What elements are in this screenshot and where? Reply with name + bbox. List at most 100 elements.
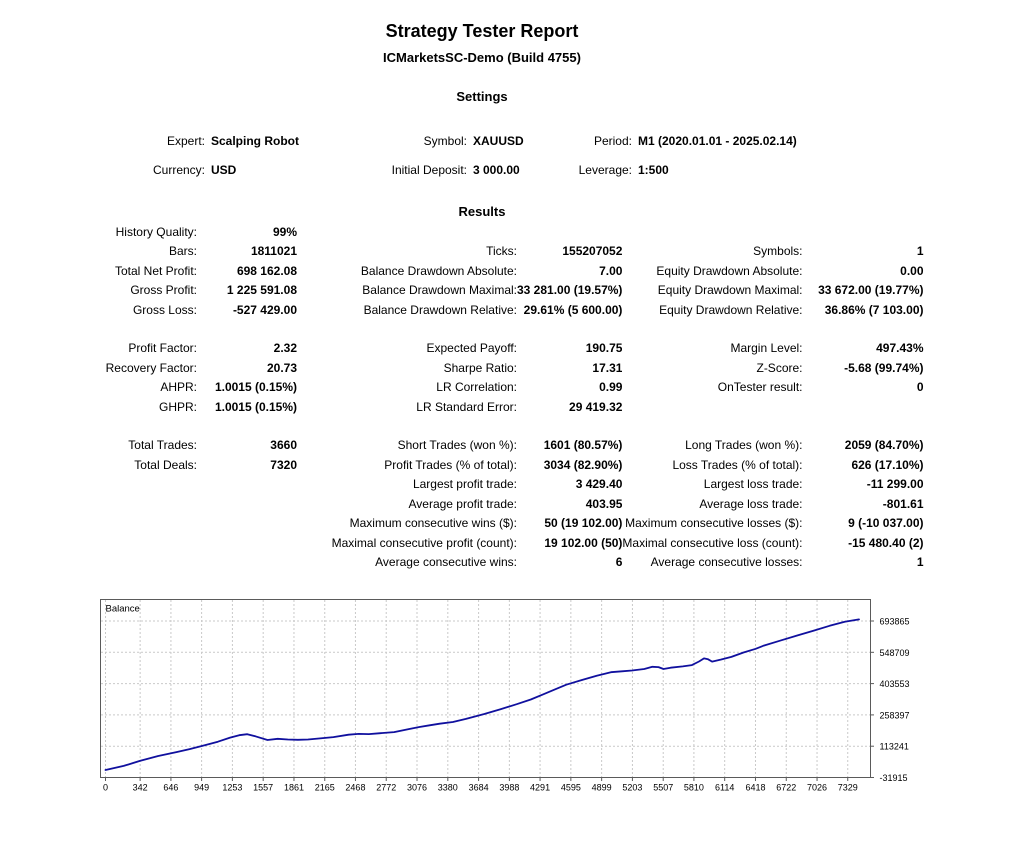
stat-value: 1601 (80.57%) [543, 438, 623, 453]
x-tick-label: 5203 [622, 783, 642, 793]
results-row: Average profit trade: 403.95 Average loss … [100, 494, 923, 514]
stat-value: 3660 [270, 438, 297, 453]
setting-value: 3 000.00 [473, 162, 520, 177]
stat-value: 36.86% (7 103.00) [824, 302, 924, 317]
setting-value: 1:500 [638, 162, 669, 177]
results-row: Gross Loss: -527 429.00 Balance Drawdown R… [100, 300, 924, 320]
stat-value: -11 299.00 [866, 477, 924, 492]
y-tick-label: 693865 [880, 617, 910, 627]
results-row: Total Trades: 3660 Short Trades (won %): 16… [100, 436, 923, 456]
stat-label: Average consecutive losses: [650, 555, 803, 570]
x-tick-label: 0 [103, 783, 108, 793]
x-tick-label: 5507 [653, 783, 673, 793]
stat-label: History Quality: [115, 224, 197, 239]
stat-value [517, 222, 622, 242]
stat-value [197, 533, 297, 553]
stat-value: 497.43% [876, 341, 924, 356]
x-tick-label: 2165 [315, 783, 335, 793]
stat-label: Maximum consecutive losses ($): [625, 516, 803, 531]
stat-value [803, 397, 924, 417]
stat-value: 190.75 [585, 341, 623, 356]
results-row: Profit Factor: 2.32 Expected Payoff: 190.75… [100, 339, 924, 359]
settings-table: Expert: Scalping Robot Symbol: XAUUSD Period… [100, 126, 838, 184]
y-tick-label: 258397 [880, 710, 910, 720]
stat-label: LR Standard Error: [416, 399, 517, 414]
stat-label [100, 553, 197, 573]
stat-label: GHPR: [158, 399, 197, 414]
stat-label: Sharpe Ratio: [443, 360, 517, 375]
results-heading: Results [458, 204, 506, 219]
x-tick-label: 2772 [376, 783, 396, 793]
stat-label [100, 533, 197, 553]
stat-label: Average profit trade: [408, 496, 517, 511]
stat-value [197, 514, 297, 534]
results-row: Total Net Profit: 698 162.08 Balance Drawd… [100, 261, 924, 281]
x-tick-label: 7329 [838, 783, 858, 793]
stat-value [197, 494, 297, 514]
setting-value: XAUUSD [473, 133, 524, 148]
setting-value: M1 (2020.01.01 - 2025.02.14) [638, 133, 797, 148]
results-row: GHPR: 1.0015 (0.15%) LR Standard Error: 29 … [100, 397, 924, 417]
stat-label: Short Trades (won %): [397, 438, 517, 453]
setting-label: Symbol: [423, 133, 467, 148]
stat-label: Equity Drawdown Absolute: [656, 263, 803, 278]
x-tick-label: 646 [163, 783, 178, 793]
stat-value: 0 [916, 380, 924, 395]
x-tick-label: 4595 [561, 783, 581, 793]
y-tick-label: 548709 [880, 648, 910, 658]
stat-value [197, 553, 297, 573]
x-tick-label: 4291 [530, 783, 550, 793]
setting-label: Initial Deposit: [391, 162, 467, 177]
stat-value: 0.00 [900, 263, 924, 278]
stat-value [803, 222, 924, 242]
results-row: History Quality: 99% [100, 222, 924, 242]
x-tick-label: 3076 [407, 783, 427, 793]
stat-value: 29.61% (5 600.00) [523, 302, 623, 317]
setting-label: Expert: [166, 133, 205, 148]
stat-label [297, 222, 517, 242]
stat-label: Margin Level: [730, 341, 803, 356]
stat-value: 50 (19 102.00) [544, 516, 623, 531]
setting-label: Currency: [152, 162, 205, 177]
x-tick-label: 3684 [469, 783, 489, 793]
stat-label: Gross Loss: [132, 302, 197, 317]
stat-value: 3034 (82.90%) [543, 457, 623, 472]
stat-label: Largest loss trade: [703, 477, 803, 492]
stat-value: 1811021 [250, 244, 297, 259]
x-tick-label: 3988 [499, 783, 519, 793]
stat-value: 1 225 591.08 [226, 283, 297, 298]
stat-label: Largest profit trade: [412, 477, 517, 492]
stat-label [100, 514, 197, 534]
stat-label: Symbols: [753, 244, 803, 259]
stat-label: Maximal consecutive profit (count): [331, 535, 517, 550]
stat-label: Balance Drawdown Maximal: [362, 283, 517, 298]
chart-border [100, 599, 871, 778]
setting-value: USD [211, 162, 237, 177]
stat-label: Average loss trade: [699, 496, 803, 511]
stat-label: Total Deals: [134, 457, 197, 472]
results-row: Total Deals: 7320 Profit Trades (% of tota… [100, 455, 923, 475]
results-table: History Quality: 99% Bars: 1811021 Ticks: 155… [100, 222, 924, 572]
spacer-cell [100, 417, 924, 436]
balance-chart-svg: 0 342 646 949 1253 1557 1861 2165 2468 2772 3076 33… [100, 599, 910, 793]
balance-chart: 0 342 646 949 1253 1557 1861 2165 2468 2772 3076 33… [100, 598, 920, 798]
settings-row: Expert: Scalping Robot Symbol: XAUUSD Period… [100, 126, 838, 155]
stat-label: Equity Drawdown Relative: [659, 302, 803, 317]
stat-label [622, 397, 802, 417]
x-tick-label: 6114 [715, 783, 734, 793]
setting-label: Period: [593, 133, 632, 148]
results-row: Maximal consecutive profit (count): 19 10… [100, 533, 924, 553]
stat-value: 33 281.00 (19.57%) [517, 283, 623, 298]
stat-label: Loss Trades (% of total): [672, 457, 803, 472]
stat-label: Maximum consecutive wins ($): [349, 516, 517, 531]
report-subtitle: ICMarketsSC-Demo (Build 4755) [383, 50, 581, 65]
setting-value: Scalping Robot [211, 133, 299, 148]
chart-legend-balance: Balance [106, 604, 140, 615]
stat-label: Bars: [168, 244, 197, 259]
stat-label: Total Trades: [128, 438, 197, 453]
stat-value: 7.00 [599, 263, 623, 278]
stat-label: Long Trades (won %): [685, 438, 803, 453]
x-tick-label: 342 [133, 783, 148, 793]
stat-value: 7320 [270, 457, 297, 472]
